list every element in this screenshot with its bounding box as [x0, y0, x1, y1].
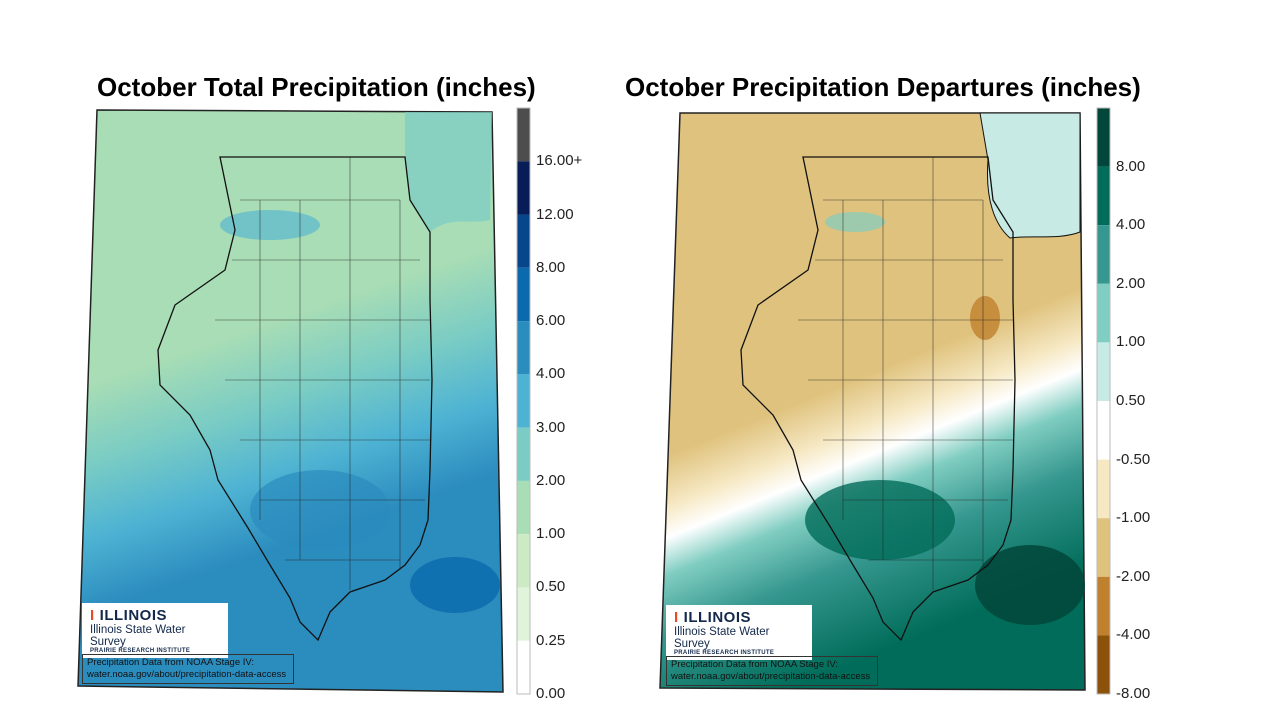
source-line2: water.noaa.gov/about/precipitation-data-…	[671, 671, 871, 682]
legend-label: 0.25	[536, 631, 566, 649]
logo-brand: ILLINOIS	[683, 609, 752, 626]
map-title-departures: October Precipitation Departures (inches…	[625, 72, 1141, 102]
map-title-total: October Total Precipitation (inches)	[97, 72, 536, 102]
source-line1: Precipitation Data from NOAA Stage IV:	[87, 657, 255, 668]
legend-swatch	[1097, 635, 1110, 694]
legend-label: 3.00	[536, 418, 566, 436]
legend-swatch	[517, 480, 530, 535]
logo-org: Illinois State Water Survey	[674, 626, 770, 650]
legend-swatch	[1097, 576, 1110, 636]
legend-label: -8.00	[1116, 685, 1151, 702]
legend-swatch	[517, 640, 530, 694]
legend-swatch	[1097, 518, 1110, 577]
legend-total-colorbar	[516, 107, 531, 695]
legend-swatch	[1097, 225, 1110, 284]
data-source-note: Precipitation Data from NOAA Stage IV: w…	[82, 654, 294, 684]
data-source-note: Precipitation Data from NOAA Stage IV: w…	[666, 656, 878, 686]
legend-label: 4.00	[536, 365, 566, 383]
legend-swatch	[517, 374, 530, 428]
logo-sub: PRAIRIE RESEARCH INSTITUTE	[674, 650, 775, 656]
legend-swatch	[1097, 108, 1110, 167]
legend-swatch	[517, 214, 530, 268]
legend-swatch	[517, 321, 530, 375]
legend-label: 6.00	[536, 312, 566, 330]
illinois-block-i-icon: I	[674, 609, 679, 626]
source-line2: water.noaa.gov/about/precipitation-data-…	[87, 669, 287, 680]
legend-label: -0.50	[1116, 450, 1151, 468]
legend-label: 1.00	[1116, 333, 1146, 351]
logo-brand: ILLINOIS	[99, 607, 168, 624]
logo-org: Illinois State Water Survey	[90, 624, 186, 648]
legend-swatch	[517, 427, 530, 481]
legend-label: 4.00	[1116, 216, 1146, 234]
source-line1: Precipitation Data from NOAA Stage IV:	[671, 659, 839, 670]
isws-logo: I ILLINOIS Illinois State Water Survey PR…	[82, 603, 228, 658]
legend-swatch	[1097, 401, 1110, 460]
legend-label: 0.00	[536, 685, 566, 702]
legend-swatch	[1097, 459, 1110, 519]
legend-label: 2.00	[536, 471, 566, 489]
map-total-precip	[77, 109, 504, 693]
legend-label: 2.00	[1116, 274, 1146, 292]
legend-swatch	[1097, 342, 1110, 401]
legend-label: 1.00	[536, 525, 566, 543]
legend-swatch	[517, 161, 530, 215]
legend-label: 12.00	[536, 205, 574, 223]
legend-label: 8.00	[1116, 157, 1146, 175]
legend-swatch	[517, 534, 530, 588]
isws-logo: I ILLINOIS Illinois State Water Survey PR…	[666, 605, 812, 660]
map-precip-departures	[659, 112, 1086, 691]
legend-label: 8.00	[536, 258, 566, 276]
legend-swatch	[1097, 283, 1110, 343]
legend-label: -2.00	[1116, 567, 1151, 585]
legend-swatch	[517, 587, 530, 641]
legend-label: 16.00+	[536, 152, 583, 170]
legend-swatch	[517, 108, 530, 162]
legend-label: -4.00	[1116, 626, 1151, 644]
legend-label: -1.00	[1116, 509, 1151, 527]
illinois-block-i-icon: I	[90, 607, 95, 624]
legend-label: 0.50	[536, 578, 566, 596]
logo-sub: PRAIRIE RESEARCH INSTITUTE	[90, 648, 191, 654]
legend-swatch	[517, 267, 530, 322]
legend-departures-colorbar	[1096, 107, 1111, 695]
legend-swatch	[1097, 166, 1110, 226]
legend-label: 0.50	[1116, 392, 1146, 409]
